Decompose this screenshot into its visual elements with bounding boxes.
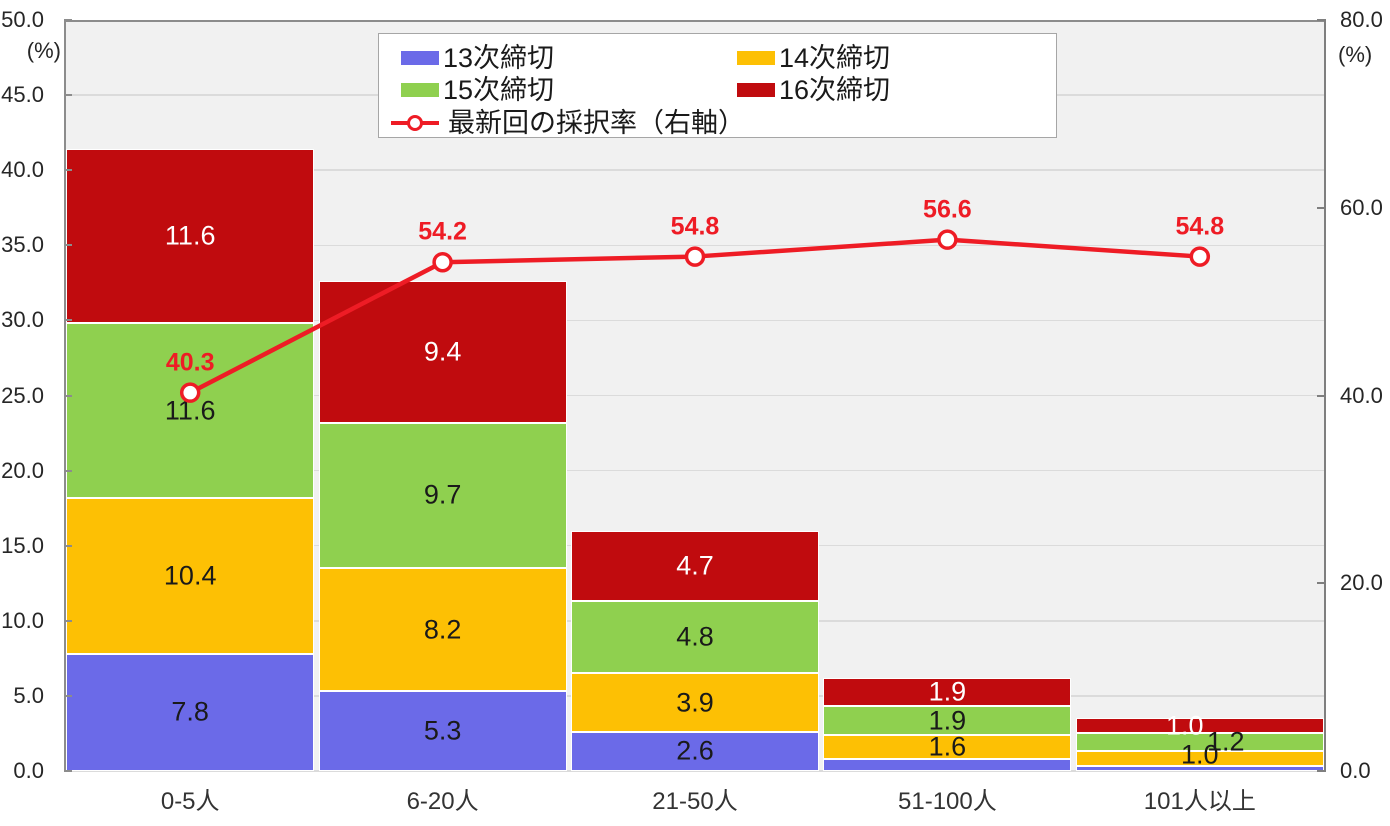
left-axis-tick: [64, 694, 72, 697]
right-axis-unit: (%): [1338, 42, 1373, 67]
bar-segment-label: 1.2: [1207, 726, 1245, 757]
line-data-label: 56.6: [923, 195, 972, 224]
plot-area: 7.8 10.4 11.6 11.6 5.3 8.2 9.7 9.4 2.6 3.9 4.8 4.7 1…: [64, 20, 1326, 772]
legend-item-label: 最新回の採択率（右軸）: [448, 108, 745, 138]
left-axis-tick: [64, 94, 72, 97]
left-axis-tick-label: 0.0: [13, 758, 44, 783]
line-data-label: 54.2: [418, 217, 467, 246]
x-axis-category-label: 0-5人: [160, 788, 220, 815]
bar-segment-label: 9.4: [423, 336, 462, 367]
x-axis-category-label: 51-100人: [898, 788, 997, 815]
bar-segment-label: 1.9: [928, 676, 967, 707]
bar-segment-13次締切-51-100人: [823, 758, 1072, 771]
line-marker-icon: [684, 246, 706, 267]
bar-segment-15次締切-101人以上: [1075, 733, 1324, 752]
right-axis-tick: [1317, 582, 1326, 585]
bar-segment-label: 1.0: [1181, 739, 1219, 770]
bar-segment-label: 4.8: [676, 621, 714, 652]
legend-item-label: 15次締切: [443, 75, 555, 105]
bar-segment-label: 11.6: [164, 395, 216, 426]
bar-segment-14次締切-101人以上: [1075, 751, 1324, 767]
legend-swatch-icon: [401, 51, 439, 65]
legend-item-label: 16次締切: [779, 75, 891, 105]
bar-segment-label: 5.3: [423, 715, 462, 746]
left-axis-tick-label: 5.0: [13, 682, 44, 708]
x-axis-category-label: 101人以上: [1143, 788, 1256, 815]
legend-swatch-icon: [737, 51, 775, 65]
x-axis-category-label: 6-20人: [406, 788, 479, 815]
left-axis-tick-label: 50.0: [1, 7, 44, 32]
bar-segment-label: 1.9: [928, 705, 967, 736]
right-axis-tick-label: 0.0: [1340, 758, 1371, 783]
left-axis-tick: [64, 544, 72, 547]
bar-segment-13次締切-21-50人: [571, 731, 819, 771]
bar-segment-label: 11.6: [164, 220, 216, 251]
legend-item-label: 13次締切: [443, 43, 555, 73]
left-axis-tick: [64, 169, 72, 172]
left-axis-tick: [64, 19, 72, 21]
left-axis-tick-label: 30.0: [1, 307, 44, 333]
right-axis-tick: [1317, 206, 1326, 209]
bar-segment-16次締切-21-50人: [571, 530, 819, 602]
line-data-label: 54.8: [1175, 212, 1225, 241]
line-marker-icon: [432, 251, 453, 273]
left-axis-unit: (%): [26, 38, 61, 63]
gridline: [64, 469, 1326, 472]
gridline: [64, 169, 1326, 171]
left-axis-tick-label: 10.0: [1, 607, 44, 633]
right-axis-tick: [1317, 19, 1326, 21]
bar-segment-14次締切-21-50人: [571, 673, 819, 732]
bar-segment-13次締切-6-20人: [318, 691, 567, 771]
left-axis-tick: [64, 394, 72, 397]
line-data-label: 40.3: [165, 348, 215, 377]
line-data-label: 54.8: [670, 212, 720, 241]
right-axis-tick-label: 20.0: [1340, 570, 1383, 596]
bar-segment-label: 7.8: [171, 696, 209, 727]
line-marker-icon: [1189, 246, 1211, 267]
bar-segment-label: 1.6: [928, 731, 967, 762]
bar-segment-label: 2.6: [676, 735, 714, 766]
left-axis-tick-label: 15.0: [1, 532, 44, 558]
x-axis-category-label: 21-50人: [652, 788, 738, 815]
plot-top-border: [64, 20, 1326, 22]
left-axis-tick: [64, 469, 72, 472]
bar-segment-15次締切-51-100人: [823, 706, 1072, 735]
bar-segment-15次締切-21-50人: [571, 601, 819, 674]
bar-segment-14次締切-51-100人: [823, 734, 1072, 759]
gridline: [64, 394, 1326, 397]
bar-segment-16次締切-51-100人: [823, 677, 1072, 707]
legend-swatch-icon: [737, 83, 775, 97]
right-axis-tick-label: 40.0: [1340, 382, 1383, 408]
left-axis-tick-label: 20.0: [1, 457, 44, 483]
right-axis-tick-label: 80.0: [1340, 7, 1383, 32]
left-axis-tick: [64, 619, 72, 622]
legend-circle-marker-icon: [407, 115, 423, 131]
bar-segment-15次締切-6-20人: [318, 422, 567, 569]
bar-segment-label: 3.9: [676, 687, 714, 718]
legend-item-label: 14次締切: [779, 43, 891, 73]
bar-segment-13次締切-0-5人: [66, 653, 315, 771]
left-axis-tick: [64, 319, 72, 322]
left-axis-tick-label: 25.0: [1, 382, 44, 408]
left-axis-tick: [64, 770, 72, 772]
left-axis-tick-label: 35.0: [1, 232, 44, 258]
bar-segment-13次締切-101人以上: [1075, 766, 1324, 771]
left-axis-tick-label: 45.0: [1, 82, 44, 108]
right-axis-tick: [1317, 770, 1326, 772]
legend-swatch-icon: [401, 83, 439, 97]
bar-segment-14次締切-0-5人: [66, 497, 315, 654]
left-axis-tick-label: 40.0: [1, 157, 44, 183]
bar-segment-16次締切-101人以上: [1075, 718, 1324, 734]
bar-segment-14次締切-6-20人: [318, 568, 567, 692]
left-axis-tick: [64, 244, 72, 247]
bar-segment-label: 1.0: [1166, 710, 1204, 741]
right-axis-tick-label: 60.0: [1340, 194, 1383, 220]
bar-segment-label: 9.7: [423, 479, 462, 510]
bar-segment-label: 10.4: [163, 560, 217, 591]
right-axis-tick: [1317, 394, 1326, 397]
bar-segment-label: 8.2: [423, 614, 462, 645]
legend: 13次締切 14次締切 15次締切 16次締切最新回の採択率（右軸）: [378, 33, 1057, 138]
bar-segment-label: 4.7: [676, 550, 714, 581]
